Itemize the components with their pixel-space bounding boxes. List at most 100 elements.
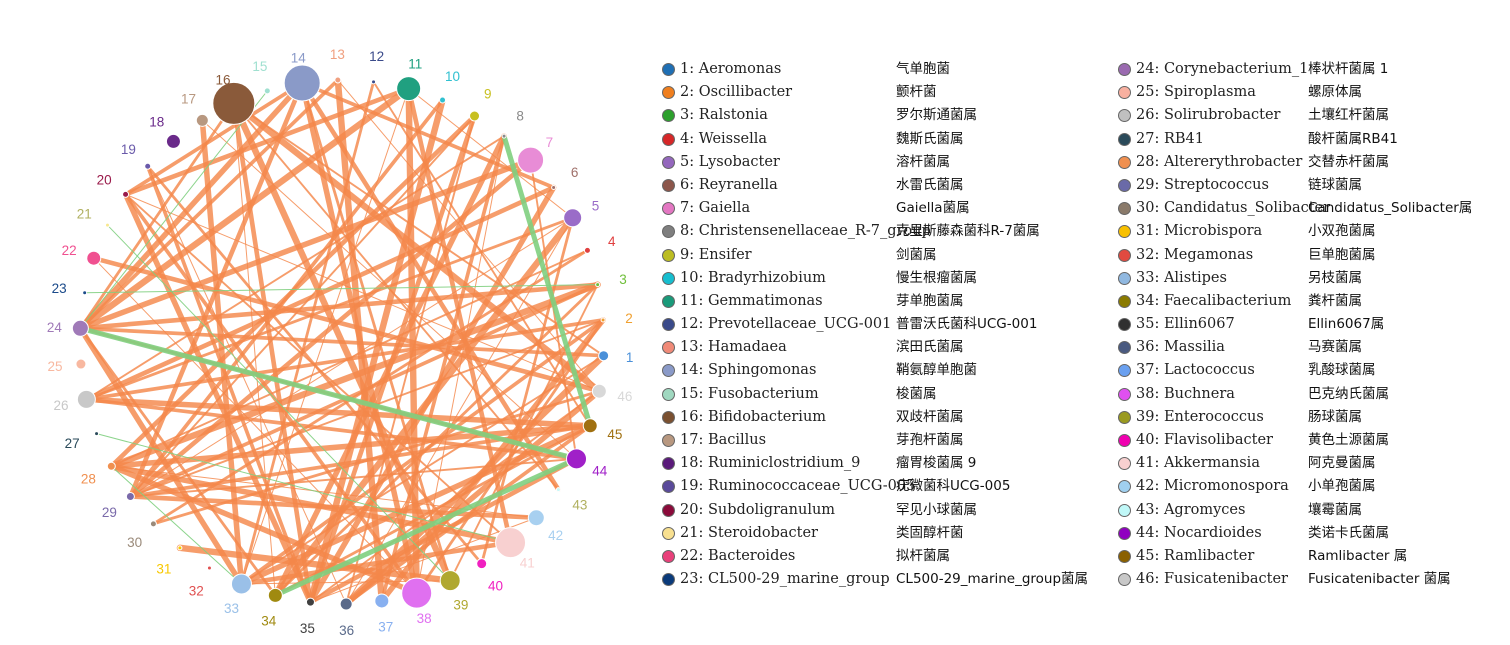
edge-positive-10-35 <box>307 96 446 606</box>
node-label-33: 33 <box>224 601 239 616</box>
node-34 <box>267 587 283 603</box>
legend-swatch-8 <box>662 225 675 239</box>
legend-swatch-3 <box>662 109 675 123</box>
legend-swatch-23 <box>662 573 675 587</box>
legend-swatch-21 <box>662 526 675 540</box>
node-13 <box>334 76 342 84</box>
node-label-8: 8 <box>516 109 524 124</box>
edge-positive-41-33 <box>239 540 513 587</box>
legend-chinese-name-37: 乳酸球菌属 <box>1308 362 1376 379</box>
legend-chinese-name-41: 阿克曼菌属 <box>1308 455 1376 472</box>
legend-name-33: 33: Alistipes <box>1136 269 1227 286</box>
legend-chinese-name-31: 小双孢菌属 <box>1308 223 1376 240</box>
legend-chinese-name-2: 颤杆菌 <box>896 84 937 101</box>
edge-positive-13-46 <box>337 79 600 392</box>
node-24 <box>71 319 89 337</box>
legend-swatch-6 <box>662 178 675 192</box>
node-label-37: 37 <box>378 620 393 635</box>
edge-positive-11-33 <box>240 88 410 585</box>
edge-positive-10-29 <box>128 98 445 499</box>
legend-name-27: 27: RB41 <box>1136 130 1204 147</box>
legend-name-29: 29: Streptococcus <box>1136 176 1269 193</box>
node-17 <box>195 113 209 127</box>
node-10 <box>439 96 447 104</box>
node-4 <box>583 246 591 254</box>
node-36 <box>339 597 353 611</box>
node-label-19: 19 <box>121 142 136 157</box>
legend-name-36: 36: Massilia <box>1136 339 1225 356</box>
edge-positive-4-30 <box>151 248 589 526</box>
node-40 <box>476 558 488 570</box>
legend-chinese-name-45: Ramlibacter 属 <box>1308 547 1408 564</box>
node-5 <box>563 208 583 228</box>
node-label-10: 10 <box>445 69 460 84</box>
legend-chinese-name-42: 小单孢菌属 <box>1308 478 1376 495</box>
legend-swatch-44 <box>1118 526 1131 540</box>
node-46 <box>591 383 607 399</box>
node-2 <box>600 317 606 323</box>
edge-positive-3-28 <box>108 281 601 470</box>
legend-name-28: 28: Altererythrobacter <box>1136 153 1303 170</box>
legend-swatch-38 <box>1118 387 1131 401</box>
node-label-42: 42 <box>548 528 563 543</box>
legend-chinese-name-28: 交替赤杆菌属 <box>1308 153 1389 170</box>
legend-name-44: 44: Nocardioides <box>1136 524 1262 541</box>
edge-positive-7-29 <box>128 157 533 499</box>
legend-name-40: 40: Flavisolibacter <box>1136 432 1273 448</box>
legend-chinese-name-6: 水雷氏菌属 <box>896 176 964 193</box>
legend-name-31: 31: Microbispora <box>1136 223 1263 240</box>
legend-name-7: 7: Gaiella <box>680 200 751 217</box>
node-label-36: 36 <box>339 623 354 638</box>
legend-swatch-12 <box>662 318 675 332</box>
legend-swatch-37 <box>1118 364 1131 378</box>
node-label-17: 17 <box>181 91 196 106</box>
edge-positive-42-35 <box>309 517 537 603</box>
legend-chinese-name-17: 芽孢杆菌属 <box>896 432 964 448</box>
legend-swatch-27 <box>1118 132 1131 146</box>
legend-name-45: 45: Ramlibacter <box>1136 547 1255 564</box>
legend-swatch-11 <box>662 294 675 308</box>
legend-name-38: 38: Buchnera <box>1136 385 1235 402</box>
edge-positive-16-35 <box>231 101 313 605</box>
legend-swatch-19 <box>662 480 675 494</box>
node-label-39: 39 <box>453 597 468 612</box>
node-label-41: 41 <box>520 555 535 570</box>
node-label-40: 40 <box>488 579 503 594</box>
node-25 <box>75 358 87 370</box>
edge-positive-45-26 <box>83 396 593 429</box>
node-3 <box>595 282 601 288</box>
legend-name-30: 30: Candidatus_Solibacter <box>1136 200 1331 217</box>
node-7 <box>517 146 545 174</box>
legend-chinese-name-8: 克里斯藤森菌科R-7菌属 <box>896 223 1040 240</box>
node-label-45: 45 <box>607 427 622 442</box>
legend-swatch-18 <box>662 457 675 471</box>
edge-negative-21-39 <box>107 224 451 581</box>
node-label-11: 11 <box>408 56 422 71</box>
node-22 <box>86 250 102 266</box>
legend-chinese-name-7: Gaiella菌属 <box>896 200 970 217</box>
node-label-38: 38 <box>417 611 432 626</box>
edge-positive-24-1 <box>78 326 606 358</box>
node-31 <box>177 545 183 551</box>
legend-swatch-7 <box>662 202 675 216</box>
node-44 <box>566 448 588 470</box>
node-label-22: 22 <box>62 243 77 258</box>
legend-swatch-20 <box>662 503 675 517</box>
edge-positive-1-33 <box>240 354 605 585</box>
legend-name-24: 24: Corynebacterium_1 <box>1136 61 1309 77</box>
edge-positive-28-38 <box>108 463 420 596</box>
legend-name-20: 20: Subdoligranulum <box>680 501 836 518</box>
node-label-20: 20 <box>97 173 112 188</box>
node-45 <box>582 418 598 434</box>
legend-name-39: 39: Enterococcus <box>1136 408 1264 425</box>
legend-swatch-14 <box>662 364 675 378</box>
legend-swatch-9 <box>662 248 675 262</box>
edge-positive-6-35 <box>307 184 557 605</box>
legend-name-5: 5: Lysobacter <box>680 153 780 170</box>
edge-negative-15-24 <box>79 90 268 329</box>
edge-negative-34-44 <box>274 456 578 598</box>
edge-negative-23-3 <box>84 284 598 294</box>
node-39 <box>439 570 461 592</box>
legend-swatch-46 <box>1118 573 1131 587</box>
legend-swatch-15 <box>662 387 675 401</box>
